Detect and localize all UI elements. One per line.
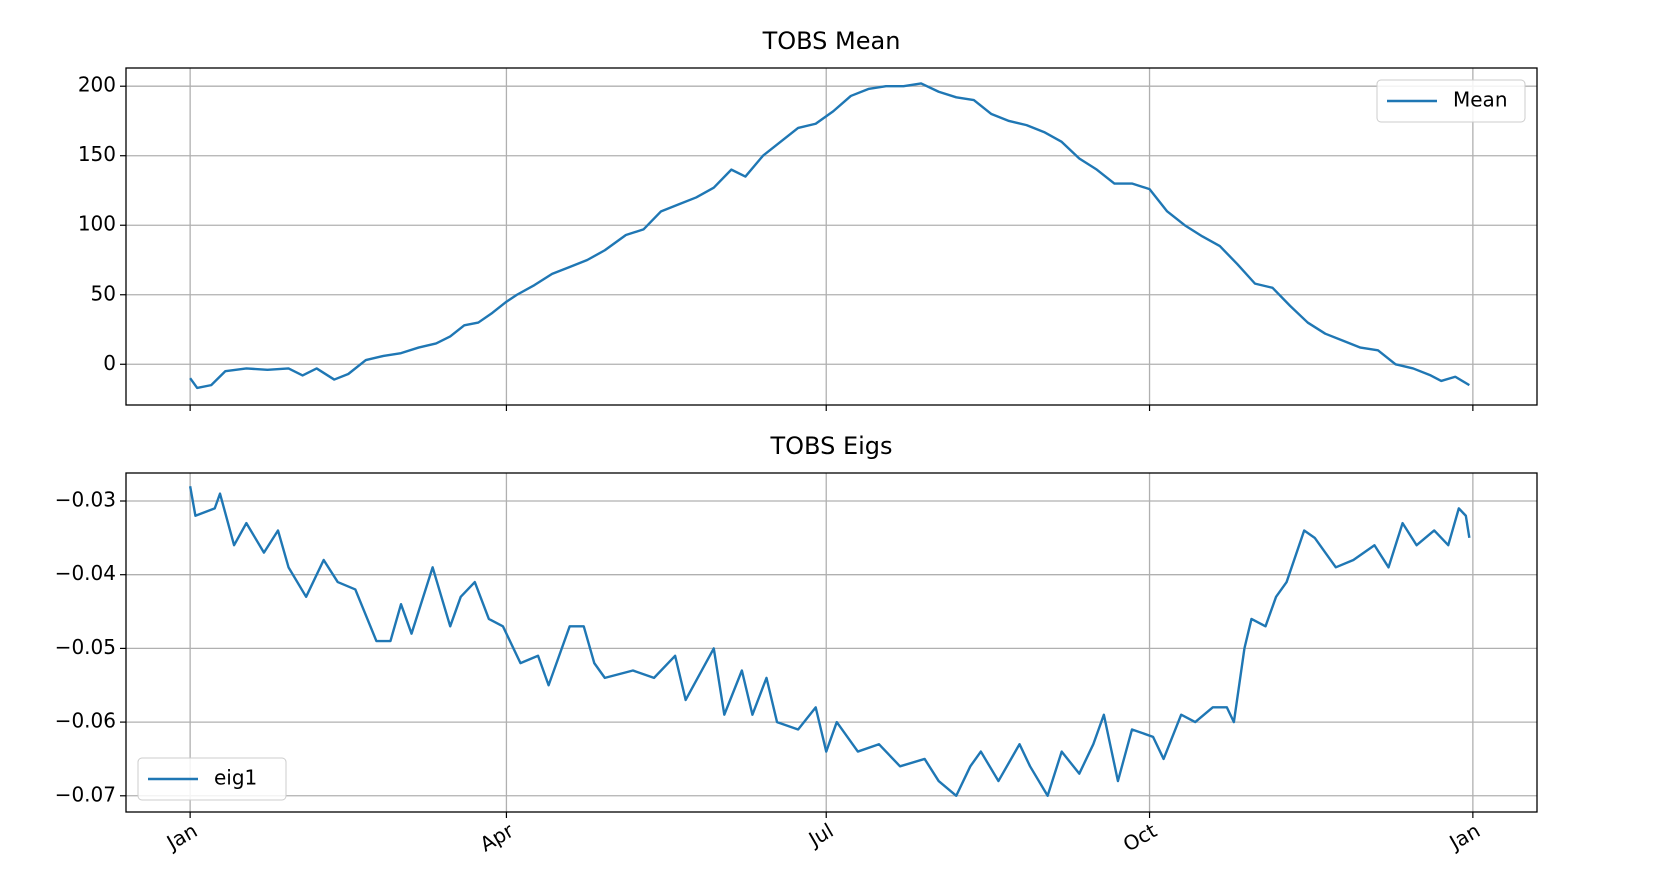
y-tick-label: −0.05: [55, 635, 116, 659]
x-tick-label: Jan: [1444, 818, 1484, 855]
data-line: [189, 82, 1470, 390]
x-tick-label: Apr: [476, 818, 519, 856]
chart-title: TOBS Eigs: [769, 432, 892, 460]
y-tick-label: 200: [78, 73, 116, 97]
legend-box: [1376, 79, 1526, 123]
legend-label: eig1: [214, 766, 257, 790]
axes-frame: [125, 472, 1538, 813]
y-tick-label: 150: [78, 142, 116, 166]
y-tick-label: 100: [78, 212, 116, 236]
y-tick-label: −0.07: [55, 782, 116, 806]
chart-title: TOBS Mean: [762, 27, 901, 55]
axes-frame: [125, 67, 1538, 406]
y-tick-label: −0.06: [55, 709, 116, 733]
legend-label: Mean: [1453, 88, 1508, 112]
y-tick-label: 0: [103, 351, 116, 375]
data-line: [188, 486, 1471, 797]
x-tick-label: Oct: [1119, 818, 1161, 856]
x-tick-label: Jul: [803, 818, 838, 852]
legend-box: [137, 757, 287, 801]
y-tick-label: 50: [91, 281, 116, 305]
x-tick-label: Jan: [161, 818, 201, 855]
y-tick-label: −0.04: [55, 561, 116, 585]
y-tick-label: −0.03: [55, 488, 116, 512]
